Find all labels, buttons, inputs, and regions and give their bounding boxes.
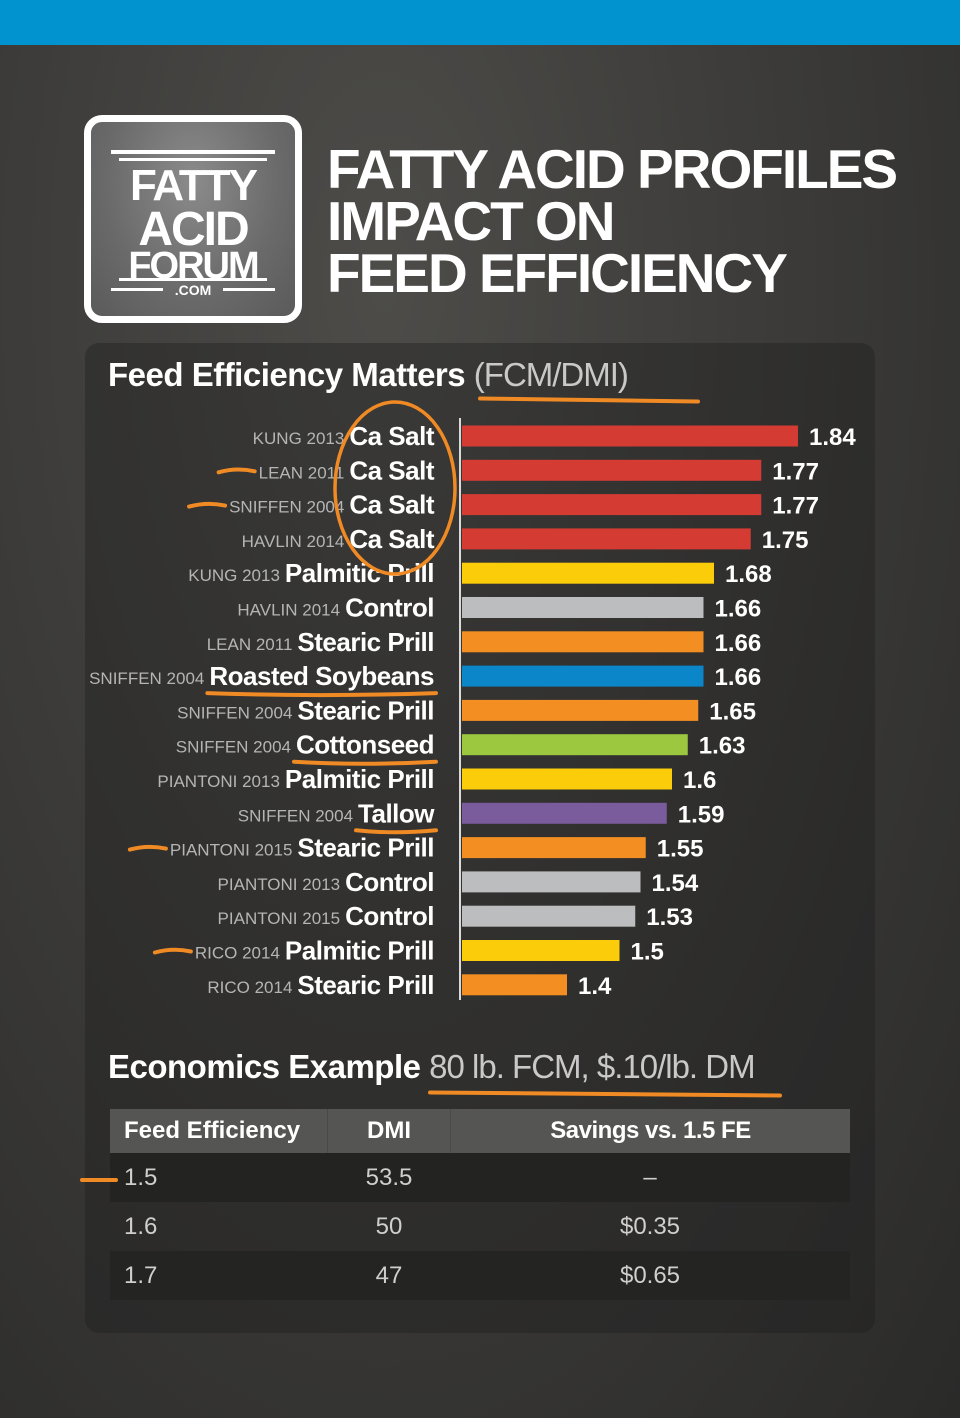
economics-title-main: Economics Example [108, 1048, 421, 1085]
economics-title: Economics Example 80 lb. FCM, $.10/lb. D… [108, 1048, 756, 1086]
table-row: 1.6 50 $0.35 [110, 1202, 850, 1251]
column-header-dmi: DMI [328, 1109, 451, 1153]
column-header-feed-efficiency: Feed Efficiency [110, 1109, 328, 1153]
cell-feed-efficiency: 1.5 [124, 1163, 158, 1191]
cell-dmi: 53.5 [365, 1163, 413, 1191]
chart-title: Feed Efficiency Matters (FCM/DMI) [108, 356, 629, 394]
logo-pillar-base [119, 278, 267, 281]
title-line-1: FATTY ACID PROFILES [327, 138, 898, 200]
column-header-savings: Savings vs. 1.5 FE [550, 1117, 751, 1144]
cell-savings: – [643, 1163, 657, 1191]
logo-pillar-base-left [111, 288, 163, 291]
fatty-acid-forum-logo: FATTY ACID FORUM .COM [84, 115, 302, 323]
page-title: FATTY ACID PROFILES IMPACT ON FEED EFFIC… [327, 138, 898, 304]
logo-pillar-top [111, 150, 275, 154]
cell-savings: $0.35 [619, 1212, 681, 1240]
table-row: 1.5 53.5 – [110, 1153, 850, 1202]
cell-savings: $0.65 [619, 1261, 681, 1289]
cell-feed-efficiency: 1.6 [124, 1212, 158, 1240]
economics-table: Feed Efficiency DMI Savings vs. 1.5 FE 1… [110, 1109, 850, 1300]
title-line-3: FEED EFFICIENCY [327, 242, 788, 304]
logo-line-acid: ACID [138, 203, 249, 256]
cell-dmi: 47 [375, 1261, 403, 1289]
chart-title-main: Feed Efficiency Matters [108, 356, 466, 393]
table-header-row: Feed Efficiency DMI Savings vs. 1.5 FE [110, 1109, 850, 1153]
logo-line-com: .COM [174, 282, 212, 298]
economics-title-sub: 80 lb. FCM, $.10/lb. DM [429, 1048, 755, 1085]
table-row-marker [80, 1178, 118, 1182]
logo-pillar-base-right [223, 288, 275, 291]
top-banner [0, 0, 960, 45]
chart-title-sub: (FCM/DMI) [473, 356, 629, 393]
logo-pillar-top-2 [119, 158, 267, 161]
cell-feed-efficiency: 1.7 [124, 1261, 158, 1289]
table-row: 1.7 47 $0.65 [110, 1251, 850, 1300]
title-line-2: IMPACT ON [327, 190, 616, 252]
logo-line-fatty: FATTY [129, 161, 258, 210]
cell-dmi: 50 [375, 1212, 403, 1240]
